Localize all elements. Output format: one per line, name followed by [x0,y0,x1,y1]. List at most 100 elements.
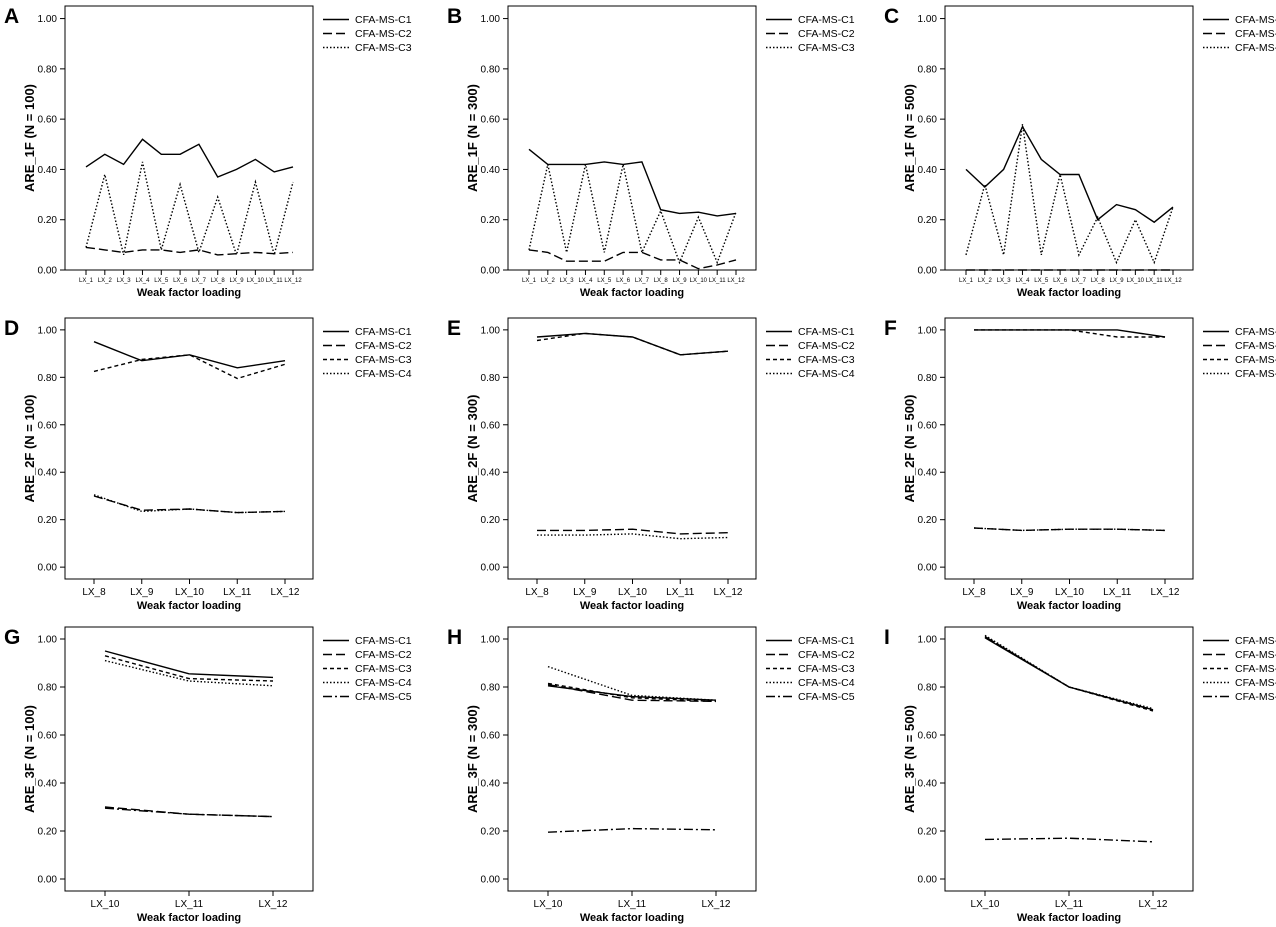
panel-g: G 0.00 0.20 0.40 0.60 0.80 1.00 LX_10 LX_11 LX_12… [4,626,412,924]
legend-label: CFA-MS-C3 [355,42,412,54]
x-axis-title: Weak factor loading [580,912,684,924]
legend-label: CFA-MS-C4 [355,368,412,380]
y-tick-label: 0.00 [481,563,501,574]
y-tick-label: 1.00 [38,635,58,646]
y-tick-label: 0.80 [481,64,501,75]
x-tick-label: LX_3 [997,278,1012,284]
plot-frame [507,626,757,892]
y-axis-title: ARE_3F (N = 100) [22,705,37,813]
x-tick-label: LX_11 [666,587,695,598]
series-line-cfa-ms-c1 [965,125,1174,224]
x-tick-label: LX_10 [971,899,1000,910]
legend-label: CFA-MS-C1 [355,326,412,338]
series-line-cfa-ms-c3 [104,655,274,682]
series-line-cfa-ms-c5 [547,827,717,833]
x-tick-label: LX_12 [714,587,743,598]
x-tick-label: LX_11 [1055,899,1084,910]
y-tick-label: 0.40 [481,779,501,790]
legend-label: CFA-MS-C1 [355,635,412,647]
y-tick-label: 0.80 [918,64,938,75]
series-line-cfa-ms-c4 [973,527,1166,532]
y-tick-label: 0.00 [918,563,938,574]
plot-frame [944,317,1194,580]
legend-label: CFA-MS-C1 [1235,635,1276,647]
legend-label: CFA-MS-C4 [798,677,855,689]
x-tick-label: LX_5 [597,278,612,284]
x-tick-label: LX_11 [266,278,284,284]
panel-e: E 0.00 0.20 0.40 0.60 0.80 1.00 LX_8 LX_9 LX_10 LX… [447,317,855,612]
y-tick-label: 1.00 [481,14,501,25]
x-tick-label: LX_11 [223,587,252,598]
y-tick-label: 0.00 [38,563,58,574]
series-line-cfa-ms-c1 [104,650,274,679]
panel-letter: H [447,626,462,649]
y-tick-label: 0.40 [38,779,58,790]
y-tick-label: 1.00 [481,635,501,646]
legend-label: CFA-MS-C1 [798,14,855,26]
x-tick-label: LX_1 [79,278,94,284]
y-tick-label: 0.20 [38,515,58,526]
x-tick-label: LX_8 [1091,278,1106,284]
y-tick-label: 0.80 [918,683,938,694]
x-axis-title: Weak factor loading [137,912,241,924]
panel-letter: B [447,5,462,28]
panel-f: F 0.00 0.20 0.40 0.60 0.80 1.00 LX_8 LX_9 LX_10 LX… [884,317,1276,612]
x-tick-label: LX_7 [192,278,207,284]
series-line-cfa-ms-c2 [85,246,294,256]
plot-frame [944,5,1194,271]
y-tick-label: 0.60 [481,420,501,431]
x-axis-title: Weak factor loading [1017,912,1121,924]
x-axis-title: Weak factor loading [1017,600,1121,612]
x-tick-label: LX_3 [117,278,132,284]
x-tick-label: LX_7 [1072,278,1087,284]
x-tick-label: LX_10 [690,278,708,284]
y-tick-label: 0.80 [481,683,501,694]
series-line-cfa-ms-c3 [85,161,294,258]
x-tick-label: LX_6 [173,278,188,284]
panel-d: D 0.00 0.20 0.40 0.60 0.80 1.00 LX_8 LX_9 LX_10 LX… [4,317,412,612]
plot-frame [64,317,314,580]
x-tick-label: LX_10 [534,899,563,910]
panel-letter: F [884,317,897,340]
x-tick-label: LX_9 [573,587,597,598]
series-line-cfa-ms-c1 [974,329,1166,338]
series-line-cfa-ms-c2 [547,683,717,703]
plot-frame [944,626,1194,892]
y-tick-label: 0.00 [481,266,501,277]
y-tick-label: 0.40 [481,165,501,176]
series-line-cfa-ms-c1 [85,138,294,178]
y-tick-label: 0.20 [918,827,938,838]
x-tick-label: LX_12 [1164,278,1182,284]
series-line-cfa-ms-c2 [528,249,737,270]
series-line-cfa-ms-c4 [547,665,717,701]
x-tick-label: LX_10 [175,587,204,598]
x-axis-title: Weak factor loading [137,287,241,299]
legend-label: CFA-MS-C4 [355,677,412,689]
x-tick-label: LX_4 [1015,278,1030,284]
x-tick-label: LX_2 [98,278,113,284]
x-tick-label: LX_8 [654,278,669,284]
panel-i: I 0.00 0.20 0.40 0.60 0.80 1.00 LX_10 LX_11 LX_12… [884,626,1276,924]
x-tick-label: LX_9 [1010,587,1034,598]
legend-label: CFA-MS-C2 [1235,28,1276,40]
series-line-cfa-ms-c4 [537,533,729,540]
legend-label: CFA-MS-C3 [1235,663,1276,675]
legend-label: CFA-MS-C3 [355,354,412,366]
y-tick-label: 0.40 [918,468,938,479]
legend-label: CFA-MS-C1 [1235,326,1276,338]
y-tick-label: 0.00 [38,875,58,886]
y-axis-title: ARE_2F (N = 300) [465,394,480,502]
series-line-cfa-ms-c4 [104,659,274,687]
x-tick-label: LX_12 [702,899,731,910]
x-tick-label: LX_4 [578,278,593,284]
y-tick-label: 0.80 [481,373,501,384]
plot-frame [64,5,314,271]
panel-letter: G [4,626,20,649]
legend-label: CFA-MS-C3 [798,354,855,366]
series-line-cfa-ms-c1 [93,341,286,369]
x-tick-label: LX_10 [91,899,120,910]
panel-letter: I [884,626,890,649]
x-tick-label: LX_8 [525,587,549,598]
x-axis-title: Weak factor loading [580,600,684,612]
